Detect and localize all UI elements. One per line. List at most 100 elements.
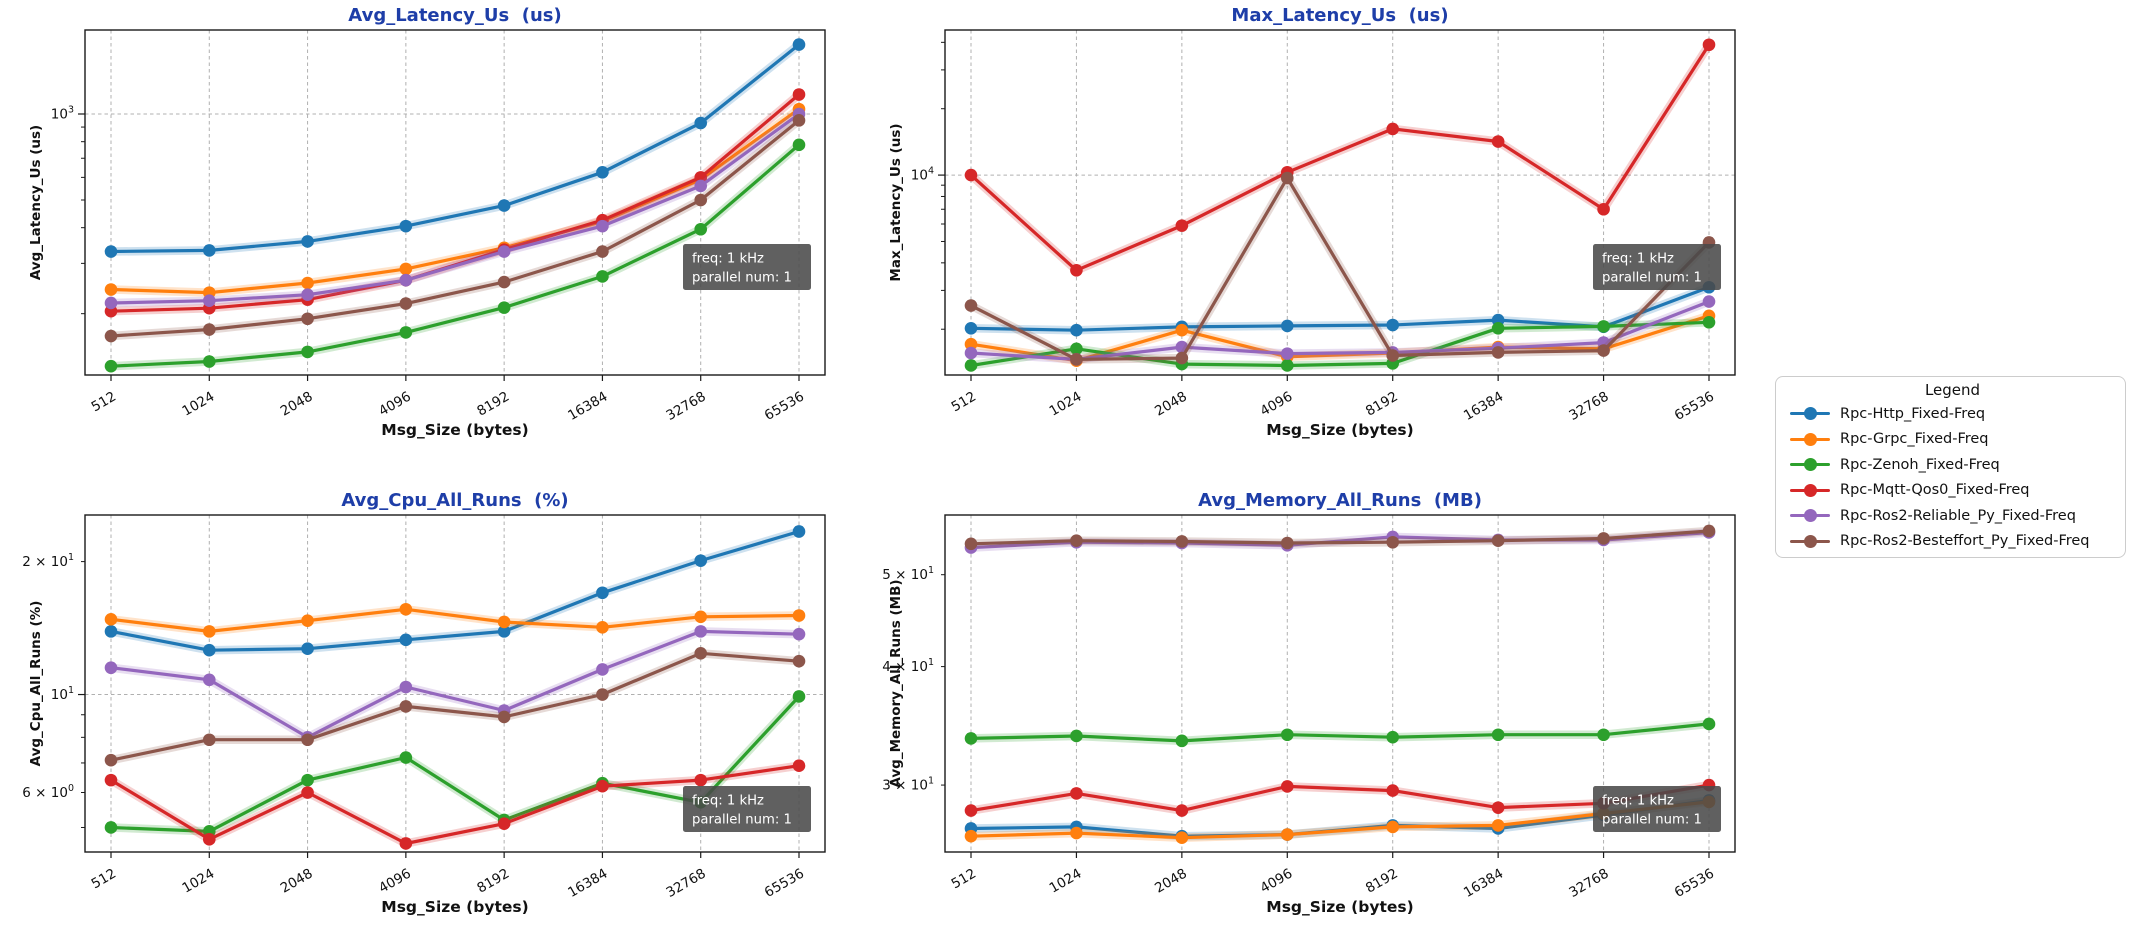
data-point-marker-rpc-zenoh-fixed-freq [202,355,216,368]
data-point-marker-rpc-mqtt-qos0-fixed-freq [301,786,314,799]
data-point-marker-rpc-ros2-reliable-py-fixed-freq [301,288,314,302]
data-point-marker-rpc-ros2-reliable-py-fixed-freq [202,673,216,687]
series-line-rpc-http-fixed-freq [110,43,800,254]
data-point-marker-rpc-ros2-reliable-py-fixed-freq [596,663,609,676]
data-point-marker-rpc-mqtt-qos0-fixed-freq [792,88,806,101]
data-point-marker-rpc-mqtt-qos0-fixed-freq [964,804,978,817]
annotation-box [1593,786,1721,832]
data-point-marker-rpc-ros2-besteffort-py-fixed-freq [1597,532,1610,545]
data-point-marker-rpc-grpc-fixed-freq [1175,831,1189,845]
data-point-marker-rpc-mqtt-qos0-fixed-freq [497,817,511,830]
y-tick-label-minor: 3 × 101 [882,776,934,794]
legend-title: Legend [1924,381,1981,399]
x-tick-label: 16384 [1461,389,1506,424]
data-point-marker-rpc-mqtt-qos0-fixed-freq [104,773,118,787]
annotation-line: freq: 1 kHz [1602,252,1674,267]
data-point-marker-rpc-grpc-fixed-freq [1386,820,1400,834]
x-tick-label: 16384 [565,866,610,901]
data-point-marker-rpc-mqtt-qos0-fixed-freq [1175,804,1189,817]
legend-item: Rpc-Zenoh_Fixed-Freq [1790,452,2115,478]
legend-item-label: Rpc-Ros2-Reliable_Py_Fixed-Freq [1840,507,2076,524]
series-line-rpc-zenoh-fixed-freq [970,320,1710,368]
data-point-marker-rpc-ros2-reliable-py-fixed-freq [202,294,216,308]
legend-item: Rpc-Mqtt-Qos0_Fixed-Freq [1790,478,2115,504]
x-tick-label: 1024 [1047,866,1085,897]
annotation-line: parallel num: 1 [1602,813,1702,828]
chart-avg-cpu-all-runs: 512 1024 2048 4096 8192 16384 32768 65536 101 2 ×… [22,490,826,916]
annotation-line: parallel num: 1 [692,271,792,286]
axis-title-x: Msg_Size (bytes) [1266,421,1413,439]
plot-spines [944,29,1736,376]
data-point-marker-rpc-http-fixed-freq [694,554,708,567]
series-line-rpc-ros2-reliable-py-fixed-freq [110,629,800,739]
data-point-marker-rpc-zenoh-fixed-freq [399,326,413,339]
x-tick-label: 1024 [180,389,218,420]
annotation-line: freq: 1 kHz [692,252,764,267]
series-line-rpc-mqtt-qos0-fixed-freq [970,783,1710,813]
data-point-marker-rpc-zenoh-fixed-freq [964,732,978,745]
data-point-marker-rpc-zenoh-fixed-freq [1491,321,1505,335]
x-tick-label: 32768 [1566,389,1611,424]
legend-item-label: Rpc-Mqtt-Qos0_Fixed-Freq [1840,482,2030,499]
data-point-marker-rpc-ros2-besteffort-py-fixed-freq [1280,171,1294,185]
x-tick-label: 4096 [376,389,414,420]
legend-swatch-line-icon [1790,407,1830,421]
x-tick-label: 32768 [1566,866,1611,901]
axis-title-y: Avg_Latency_Us (us) [28,125,44,280]
data-point-marker-rpc-zenoh-fixed-freq [1491,728,1505,742]
series-line-rpc-mqtt-qos0-fixed-freq [969,43,1711,272]
axis-title-y: Avg_Memory_All_Runs (MB) [888,579,904,787]
legend-item: Rpc-Http_Fixed-Freq [1790,401,2115,427]
data-point-marker-rpc-ros2-besteffort-py-fixed-freq [202,323,216,336]
data-point-marker-rpc-grpc-fixed-freq [964,337,978,351]
data-point-marker-rpc-mqtt-qos0-fixed-freq [1702,38,1716,52]
data-point-marker-rpc-zenoh-fixed-freq [1702,315,1716,329]
data-point-marker-rpc-ros2-besteffort-py-fixed-freq [202,733,216,747]
data-point-marker-rpc-ros2-besteffort-py-fixed-freq [1491,346,1505,359]
data-point-marker-rpc-http-fixed-freq [792,38,806,51]
y-tick-label-minor: 4 × 101 [882,657,934,675]
data-point-marker-rpc-ros2-besteffort-py-fixed-freq [399,297,413,310]
data-point-marker-rpc-grpc-fixed-freq [301,276,314,290]
x-tick-label: 2048 [1152,389,1190,420]
data-point-marker-rpc-http-fixed-freq [964,321,978,335]
data-point-marker-rpc-zenoh-fixed-freq [1280,359,1294,372]
series-line-rpc-ros2-besteffort-py-fixed-freq [970,529,1710,546]
data-point-marker-rpc-zenoh-fixed-freq [104,359,118,373]
data-point-marker-rpc-ros2-reliable-py-fixed-freq [694,625,708,638]
chart-max-latency-us: 512 1024 2048 4096 8192 16384 32768 65536 104 Max… [888,5,1736,439]
data-point-marker-rpc-grpc-fixed-freq [497,615,511,629]
x-tick-label: 2048 [278,389,316,420]
data-point-marker-rpc-http-fixed-freq [497,199,511,212]
data-point-marker-rpc-mqtt-qos0-fixed-freq [1386,122,1400,136]
series-line-rpc-mqtt-qos0-fixed-freq [110,764,800,846]
data-point-marker-rpc-zenoh-fixed-freq [104,821,118,834]
legend-swatch-line-icon [1790,432,1830,446]
data-point-marker-rpc-http-fixed-freq [694,116,708,130]
x-tick-label: 16384 [1461,866,1506,901]
data-point-marker-rpc-zenoh-fixed-freq [792,690,806,703]
data-point-marker-rpc-http-fixed-freq [104,245,118,258]
data-point-marker-rpc-ros2-reliable-py-fixed-freq [399,680,413,694]
data-point-marker-rpc-ros2-reliable-py-fixed-freq [399,273,413,287]
x-tick-label: 4096 [1258,866,1296,897]
series-line-rpc-ros2-besteffort-py-fixed-freq [110,651,800,762]
data-point-marker-rpc-ros2-besteffort-py-fixed-freq [792,114,806,127]
series-line-rpc-ros2-besteffort-py-fixed-freq [110,119,801,338]
axis-title-x: Msg_Size (bytes) [381,421,528,439]
data-point-marker-rpc-zenoh-fixed-freq [1386,730,1400,744]
y-tick-label-minor: 5 × 101 [882,565,934,583]
legend-item-label: Rpc-Grpc_Fixed-Freq [1840,431,1989,448]
plot-spines [84,514,826,853]
x-tick-label: 65536 [1672,866,1717,901]
data-point-marker-rpc-http-fixed-freq [792,525,806,538]
data-point-marker-rpc-ros2-besteffort-py-fixed-freq [497,275,511,289]
series-line-rpc-zenoh-fixed-freq [970,722,1710,743]
data-point-marker-rpc-ros2-besteffort-py-fixed-freq [104,329,118,343]
data-point-marker-rpc-mqtt-qos0-fixed-freq [1070,787,1083,800]
data-point-marker-rpc-mqtt-qos0-fixed-freq [1070,264,1083,277]
data-point-marker-rpc-zenoh-fixed-freq [1597,728,1610,742]
annotation-line: parallel num: 1 [692,813,792,828]
data-point-marker-rpc-ros2-reliable-py-fixed-freq [104,661,118,675]
legend-item-label: Rpc-Http_Fixed-Freq [1840,405,1986,422]
